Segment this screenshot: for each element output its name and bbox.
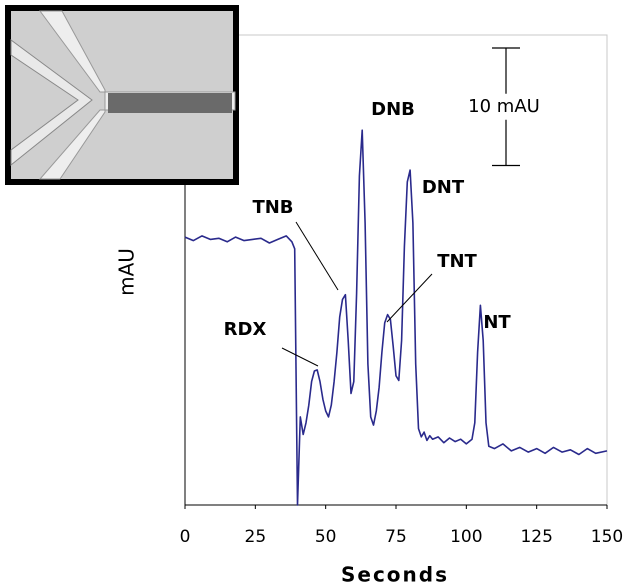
annotation-leader <box>295 221 339 291</box>
annotation: NT <box>483 312 511 333</box>
annotation-leader <box>386 273 433 323</box>
x-tick-label: 125 <box>520 527 552 547</box>
marks: 0 25 50 75 100 125 150 RDX TNB DNB TNT DNT NT 10 mAU <box>180 47 623 547</box>
y-axis-label: mAU <box>115 248 139 296</box>
x-tick-label: 150 <box>591 527 623 547</box>
annotation: TNB <box>252 197 293 218</box>
x-tick-label: 25 <box>245 527 267 547</box>
scale-label: 10 mAU <box>468 96 540 117</box>
channel-left <box>10 39 93 167</box>
annotation: RDX <box>224 319 267 340</box>
channel-packed <box>108 93 232 113</box>
x-tick-label: 100 <box>450 527 482 547</box>
annotation-leader <box>281 347 319 367</box>
x-axis-label: Seconds <box>341 563 449 586</box>
annotation: DNT <box>422 177 465 198</box>
x-tick-label: 50 <box>315 527 337 547</box>
x-tick-label: 0 <box>180 527 191 547</box>
x-tick-label: 75 <box>385 527 407 547</box>
scale-label-bg <box>440 93 570 120</box>
data-line <box>184 129 608 506</box>
inset-image <box>5 5 239 185</box>
annotation: TNT <box>437 251 477 272</box>
annotation: DNB <box>371 99 415 120</box>
